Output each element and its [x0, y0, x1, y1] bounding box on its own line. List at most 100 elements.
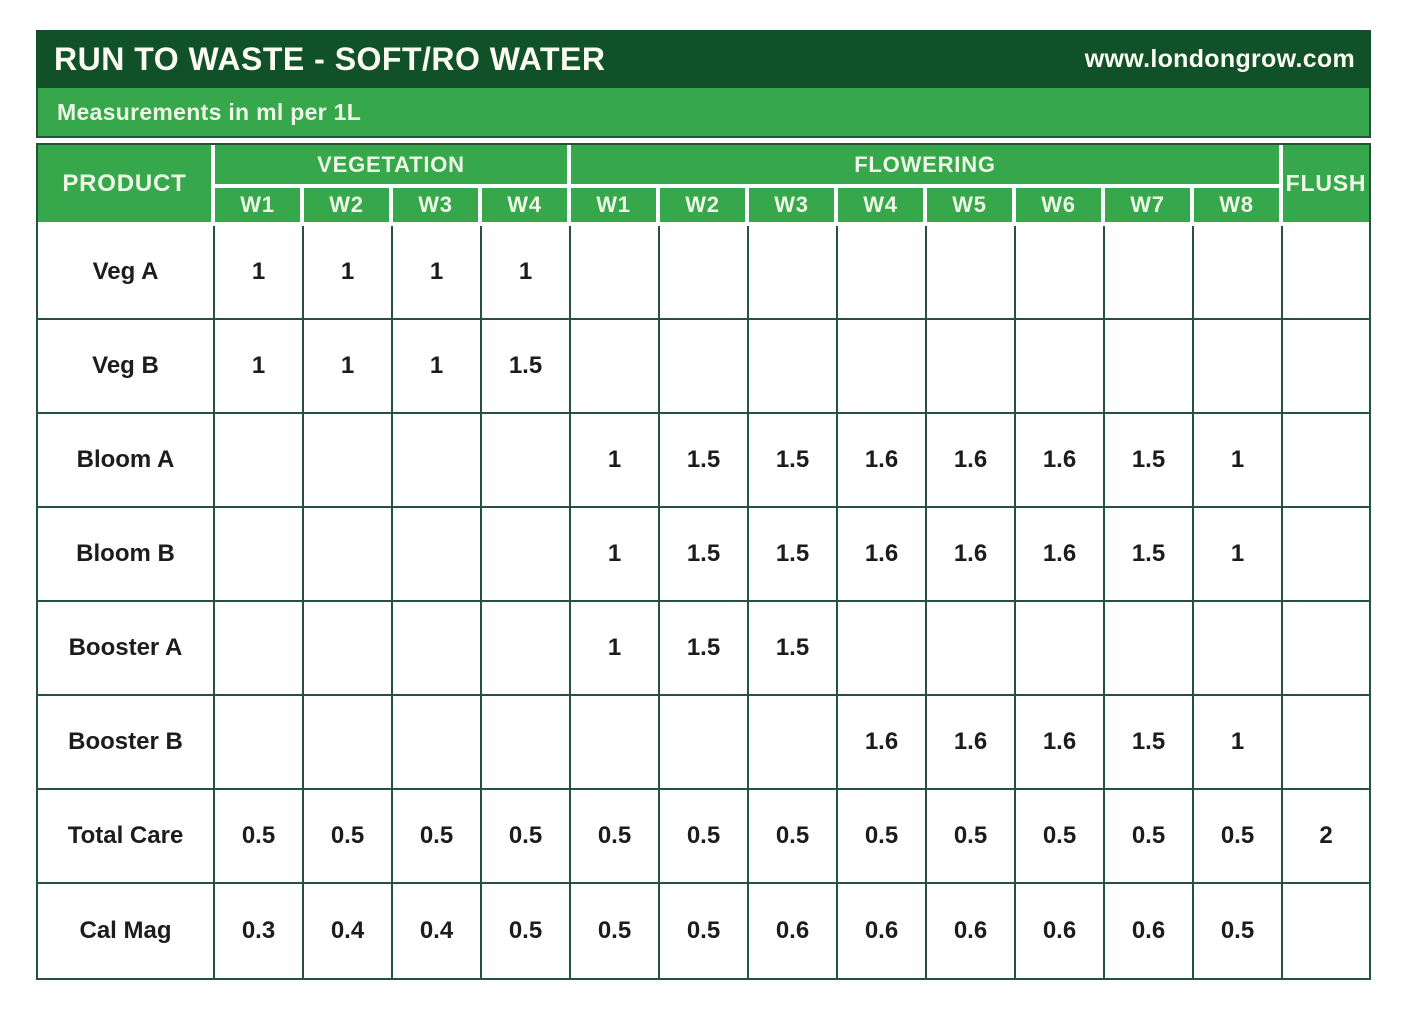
value-cell: 1	[215, 226, 304, 320]
value-cell: 0.6	[838, 884, 927, 978]
value-cell	[304, 602, 393, 696]
value-cell	[304, 696, 393, 790]
table-row-total-care: Total Care 0.5 0.5 0.5 0.5 0.5 0.5 0.5 0.5 0.5 0.5…	[38, 790, 1370, 884]
value-cell: 1.5	[482, 320, 571, 414]
value-cell: 1	[304, 226, 393, 320]
value-cell: 0.5	[215, 790, 304, 884]
week-header-flowering-w5: W5	[927, 188, 1016, 226]
value-cell: 0.5	[838, 790, 927, 884]
subtitle-bar: Measurements in ml per 1L	[36, 88, 1371, 138]
value-cell: 0.5	[571, 884, 660, 978]
value-cell: 1.5	[660, 508, 749, 602]
value-cell	[571, 226, 660, 320]
table-row-booster-a: Booster A 1 1.5 1.5	[38, 602, 1370, 696]
value-cell: 0.5	[482, 884, 571, 978]
value-cell: 1	[482, 226, 571, 320]
flush-value-cell	[1283, 320, 1370, 414]
value-cell: 1	[1194, 508, 1284, 602]
page-title: RUN TO WASTE - SOFT/RO WATER	[54, 40, 606, 77]
week-header-vegetation-w2: W2	[304, 188, 393, 226]
value-cell	[660, 226, 749, 320]
product-name: Veg A	[38, 226, 215, 320]
value-cell	[1194, 602, 1284, 696]
value-cell	[482, 508, 571, 602]
value-cell: 1.6	[927, 508, 1016, 602]
week-header-flowering-w3: W3	[749, 188, 838, 226]
value-cell	[1016, 320, 1105, 414]
website-url: www.londongrow.com	[1084, 44, 1355, 73]
value-cell	[838, 226, 927, 320]
value-cell: 0.6	[927, 884, 1016, 978]
flush-value-cell	[1283, 884, 1370, 978]
product-name: Booster B	[38, 696, 215, 790]
value-cell	[1105, 602, 1194, 696]
vegetation-group-header: VEGETATION	[215, 145, 571, 188]
value-cell	[304, 508, 393, 602]
value-cell: 1	[393, 226, 482, 320]
value-cell: 1	[1194, 414, 1284, 508]
value-cell	[393, 414, 482, 508]
value-cell: 1.5	[660, 414, 749, 508]
feed-chart-table: PRODUCT VEGETATION FLOWERING FLUSH W1 W2 W…	[36, 143, 1372, 980]
value-cell	[393, 696, 482, 790]
value-cell: 1.6	[1016, 696, 1105, 790]
flush-value-cell	[1283, 602, 1370, 696]
value-cell: 0.6	[749, 884, 838, 978]
week-header-vegetation-w3: W3	[393, 188, 482, 226]
table-row-veg-b: Veg B 1 1 1 1.5	[38, 320, 1370, 414]
value-cell	[215, 508, 304, 602]
value-cell	[838, 320, 927, 414]
product-name: Total Care	[38, 790, 215, 884]
value-cell: 0.5	[1194, 790, 1284, 884]
product-name: Cal Mag	[38, 884, 215, 978]
value-cell: 1	[215, 320, 304, 414]
value-cell	[1105, 226, 1194, 320]
value-cell	[1105, 320, 1194, 414]
value-cell	[838, 602, 927, 696]
product-name: Veg B	[38, 320, 215, 414]
value-cell	[927, 320, 1016, 414]
flush-value-cell	[1283, 226, 1370, 320]
value-cell	[215, 414, 304, 508]
value-cell: 0.5	[927, 790, 1016, 884]
value-cell	[660, 320, 749, 414]
value-cell: 0.4	[393, 884, 482, 978]
flush-value-cell	[1283, 414, 1370, 508]
value-cell	[571, 696, 660, 790]
value-cell: 0.5	[749, 790, 838, 884]
flowering-group-header: FLOWERING	[571, 145, 1284, 188]
value-cell	[660, 696, 749, 790]
value-cell: 1.6	[838, 508, 927, 602]
value-cell	[304, 414, 393, 508]
product-name: Bloom B	[38, 508, 215, 602]
value-cell: 1	[571, 414, 660, 508]
value-cell: 1	[571, 602, 660, 696]
value-cell: 1.5	[749, 508, 838, 602]
flush-value-cell	[1283, 696, 1370, 790]
flush-value-cell	[1283, 508, 1370, 602]
feed-chart-sheet: RUN TO WASTE - SOFT/RO WATER www.londong…	[36, 30, 1372, 980]
value-cell: 0.5	[1194, 884, 1284, 978]
value-cell: 0.5	[1105, 790, 1194, 884]
table-row-bloom-a: Bloom A 1 1.5 1.5 1.6 1.6 1.6 1.5 1	[38, 414, 1370, 508]
value-cell	[215, 696, 304, 790]
value-cell: 0.5	[393, 790, 482, 884]
value-cell: 0.5	[660, 884, 749, 978]
week-header-vegetation-w1: W1	[215, 188, 304, 226]
value-cell	[1194, 320, 1284, 414]
value-cell: 1.6	[838, 696, 927, 790]
value-cell	[1016, 602, 1105, 696]
value-cell	[571, 320, 660, 414]
value-cell: 1	[393, 320, 482, 414]
week-header-vegetation-w4: W4	[482, 188, 571, 226]
product-name: Booster A	[38, 602, 215, 696]
value-cell: 0.5	[482, 790, 571, 884]
value-cell: 1.6	[1016, 414, 1105, 508]
value-cell: 1	[1194, 696, 1284, 790]
value-cell: 0.6	[1016, 884, 1105, 978]
value-cell: 0.5	[1016, 790, 1105, 884]
value-cell	[1194, 226, 1284, 320]
product-name: Bloom A	[38, 414, 215, 508]
value-cell: 0.4	[304, 884, 393, 978]
